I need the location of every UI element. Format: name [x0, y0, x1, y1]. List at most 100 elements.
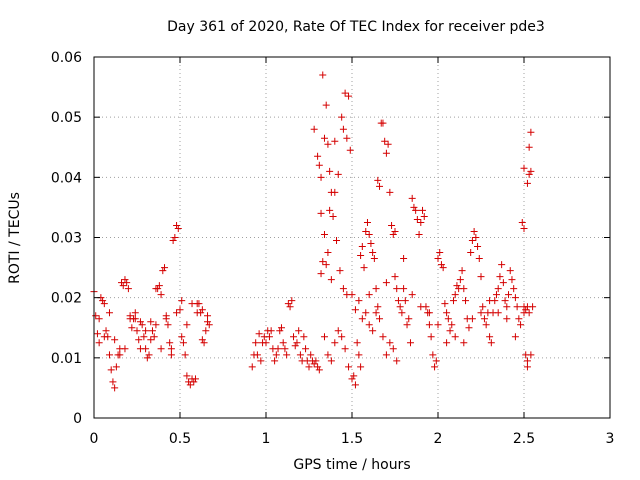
data-point [446, 327, 454, 335]
data-point [351, 381, 359, 389]
data-point [331, 339, 339, 347]
data-point [496, 273, 504, 281]
data-point [271, 357, 279, 365]
data-point [116, 351, 124, 359]
data-point [506, 267, 514, 275]
data-point [281, 345, 289, 353]
data-point [487, 339, 495, 347]
data-point [363, 218, 371, 226]
data-point [319, 71, 327, 79]
data-point [511, 333, 519, 341]
data-point [353, 339, 361, 347]
data-point [191, 375, 199, 383]
data-point [310, 360, 318, 368]
data-point [293, 339, 301, 347]
data-point [164, 321, 172, 329]
data-point [314, 152, 322, 160]
data-point [167, 351, 175, 359]
data-point [320, 134, 328, 142]
data-point [105, 309, 113, 317]
data-point [329, 212, 337, 220]
data-point [190, 378, 198, 386]
data-point [279, 339, 287, 347]
data-point [429, 351, 437, 359]
data-point [520, 303, 528, 311]
data-point [272, 351, 280, 359]
data-point [183, 372, 191, 380]
data-point [408, 291, 416, 299]
data-point [331, 137, 339, 145]
data-point [365, 230, 373, 238]
data-point [372, 309, 380, 317]
data-point [178, 333, 186, 341]
data-point [317, 270, 325, 278]
data-point [523, 357, 531, 365]
data-point [460, 339, 468, 347]
data-point [468, 237, 476, 245]
data-point [265, 333, 273, 341]
data-point [486, 297, 494, 305]
data-point [267, 327, 275, 335]
data-point [388, 221, 396, 229]
data-point [324, 249, 332, 257]
data-point [341, 345, 349, 353]
data-point [322, 101, 330, 109]
data-point [460, 285, 468, 293]
data-point [515, 315, 523, 323]
data-point [355, 297, 363, 305]
data-point [310, 125, 318, 133]
data-point [147, 318, 155, 326]
data-point [360, 264, 368, 272]
data-point [523, 179, 531, 187]
data-point [288, 297, 296, 305]
data-point [400, 255, 408, 263]
data-point [386, 188, 394, 196]
data-point [374, 176, 382, 184]
data-point [406, 339, 414, 347]
data-point [346, 146, 354, 154]
data-point [527, 167, 535, 175]
data-point [92, 312, 100, 320]
y-tick-label: 0.04 [51, 170, 82, 186]
data-point [290, 333, 298, 341]
data-point [472, 234, 480, 241]
data-point [179, 339, 187, 347]
data-point [181, 351, 189, 359]
data-point [302, 345, 310, 353]
data-point [166, 339, 174, 347]
data-point [99, 297, 107, 305]
data-point [419, 206, 427, 214]
data-point [345, 363, 353, 371]
data-point [336, 267, 344, 275]
data-point [171, 234, 179, 241]
data-point [173, 309, 181, 317]
data-point [195, 300, 203, 308]
data-point [499, 279, 507, 287]
data-point [152, 321, 160, 329]
data-point [494, 309, 502, 317]
data-point [174, 224, 182, 232]
data-point [95, 339, 103, 347]
data-point [105, 351, 113, 359]
data-point [443, 339, 451, 347]
data-point [529, 303, 537, 311]
data-point [477, 309, 485, 317]
data-point [389, 345, 397, 353]
data-point [143, 354, 151, 362]
data-point [379, 119, 387, 127]
data-point [124, 285, 132, 293]
grid-lines [94, 57, 610, 418]
data-point [436, 249, 444, 257]
data-point [341, 89, 349, 97]
data-point [394, 297, 402, 305]
x-tick-label: 0.5 [169, 431, 191, 447]
data-point [482, 321, 490, 329]
data-point [362, 227, 370, 235]
data-point [248, 363, 256, 371]
data-point [334, 327, 342, 335]
data-point [142, 327, 150, 335]
data-point [338, 113, 346, 121]
data-point [326, 206, 334, 214]
data-point [511, 294, 519, 302]
data-point [204, 318, 212, 326]
